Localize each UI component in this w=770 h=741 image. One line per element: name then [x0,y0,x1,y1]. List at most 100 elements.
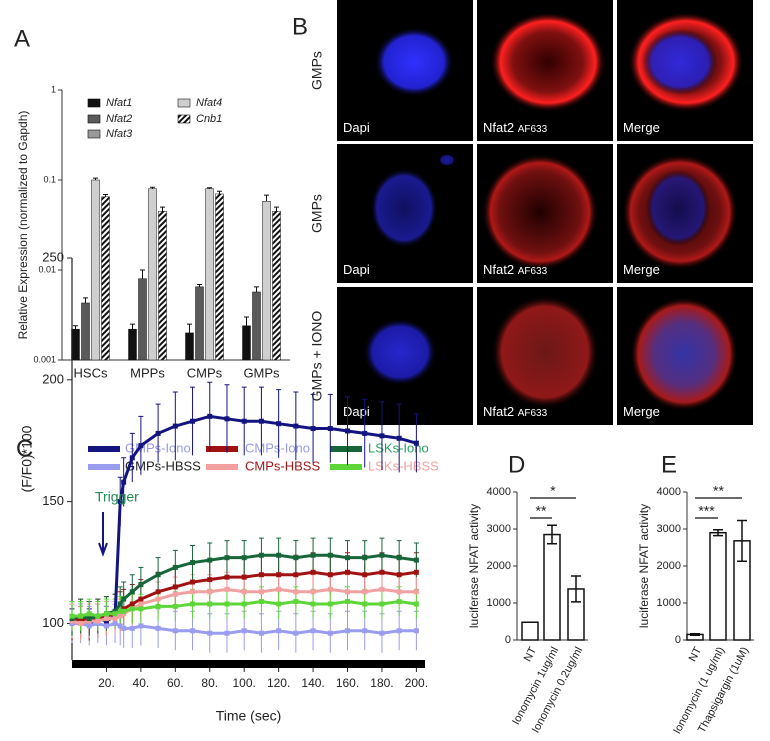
x-tick-label: MPPs [130,365,165,380]
data-point [95,618,101,624]
data-point [310,569,316,575]
error-bar [737,519,747,562]
data-point [224,586,230,592]
error-bar [571,575,581,603]
y-tick-label: 2000 [657,560,681,572]
data-point [117,613,123,619]
y-tick-label: 0 [505,634,511,646]
channel-label: Dapi [343,120,370,135]
data-point [224,416,230,422]
data-point [241,574,247,580]
y-axis-label: luciferase NFAT activity [467,504,481,628]
data-point [327,586,333,592]
cell-stain [482,154,598,270]
data-point [396,599,402,605]
data-point [241,601,247,607]
y-tick-label: 1000 [657,597,681,609]
channel-label: Dapi [343,262,370,277]
data-point [190,628,196,634]
x-tick-label: 180. [370,676,393,690]
channel-label: Dapi [343,404,370,419]
significance-label: ** [713,483,724,499]
channel-name: Dapi [343,262,370,277]
data-point [293,572,299,578]
data-point [276,601,282,607]
legend-label: CMPs-Iono [245,440,310,455]
data-point [112,620,118,626]
legend-swatch [177,114,191,124]
data-point [362,555,368,561]
data-point [345,589,351,595]
data-point [112,611,118,617]
error-bar [690,632,700,636]
y-tick-label: 2000 [487,560,511,572]
bar [91,179,100,361]
data-point [190,418,196,424]
data-point [207,577,213,583]
data-point [138,443,144,449]
significance-label: * [550,483,556,499]
data-point [121,625,127,631]
data-point [413,601,419,607]
legend-label: LSKs-Iono [368,440,429,455]
data-point [224,630,230,636]
error-bar [217,190,222,194]
data-point [396,589,402,595]
data-point [86,616,92,622]
data-point [86,623,92,629]
data-point [129,455,135,461]
y-axis-label: Relative Expression (normalized to Gapdh… [16,111,30,340]
cell-nucleus [642,29,718,95]
panel-label: E [661,451,677,478]
error-bar [713,528,723,537]
data-point [129,589,135,595]
bar [543,533,561,641]
bar [215,193,224,361]
error-bar [130,323,135,330]
data-point [207,413,213,419]
data-point [138,606,144,612]
panel-label: A [14,25,30,52]
data-point [207,557,213,563]
data-point [413,628,419,634]
channel-subscript: AF633 [518,124,548,135]
panel-label: C [16,435,33,462]
bar [101,196,110,361]
bar [148,188,157,361]
y-tick-label: 0 [675,634,681,646]
channel-label: Merge [623,120,660,135]
y-tick-label: 250 [42,249,64,264]
data-point [379,552,385,558]
panel-label: B [292,13,308,40]
bar [81,302,90,361]
y-tick-label: 1000 [487,597,511,609]
data-point [327,601,333,607]
data-point [396,555,402,561]
data-point [362,430,368,436]
data-point [396,435,402,441]
bar [205,188,214,361]
channel-name: Merge [623,404,660,419]
microscopy-grid [337,0,753,425]
data-point [241,589,247,595]
data-point [310,628,316,634]
bar [138,278,147,361]
x-tick-label: 100. [233,676,256,690]
data-point [258,572,264,578]
annotation-arrow [98,512,108,557]
channel-name: Nfat2 [483,262,514,277]
bar [272,210,281,361]
data-point [327,572,333,578]
legend-label: Nfat2 [106,113,132,125]
data-point [345,569,351,575]
data-point [293,555,299,561]
data-point [117,608,123,614]
bar [709,531,727,641]
data-point [258,552,264,558]
channel-label: Nfat2 AF633 [483,262,548,277]
data-point [172,564,178,570]
y-tick-label: 1 [51,84,56,94]
data-point [138,581,144,587]
channel-name: Merge [623,120,660,135]
data-point [117,623,123,629]
